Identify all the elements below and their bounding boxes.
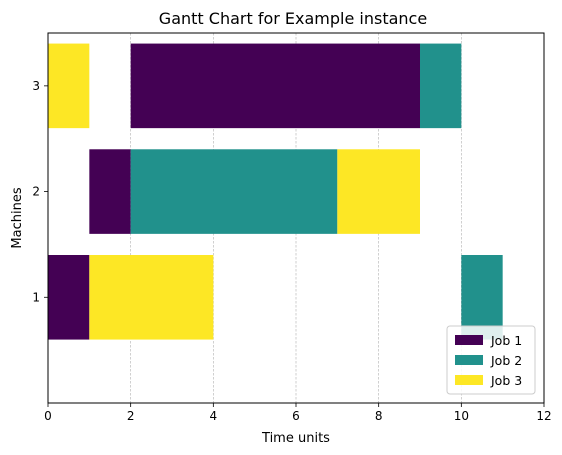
legend-label: Job 3 [490, 373, 522, 388]
bars [48, 43, 503, 340]
legend-label: Job 2 [490, 353, 522, 368]
bar-job-3-machine-2 [337, 149, 420, 234]
y-axis-ticks: 1 2 3 [32, 79, 48, 304]
x-tick-label: 6 [292, 409, 300, 423]
y-tick-label: 1 [32, 290, 40, 304]
legend-swatch [455, 355, 483, 365]
x-axis-label: Time units [261, 431, 330, 446]
legend-swatch [455, 375, 483, 385]
x-tick-label: 2 [127, 409, 135, 423]
bar-job-3-machine-3 [48, 43, 90, 129]
x-tick-label: 4 [210, 409, 218, 423]
legend-label: Job 1 [490, 333, 522, 348]
bar-job-3-machine-1 [89, 255, 214, 340]
bar-job-2-machine-3 [420, 43, 462, 129]
x-tick-label: 10 [454, 409, 469, 423]
x-axis-ticks: 0 2 4 6 8 10 12 [44, 403, 552, 423]
y-axis-label: Machines [10, 187, 25, 248]
bar-job-1-machine-1 [48, 255, 90, 340]
chart-title: Gantt Chart for Example instance [159, 9, 427, 28]
bar-job-2-machine-1 [461, 255, 503, 340]
bar-job-2-machine-2 [130, 149, 338, 234]
x-tick-label: 8 [375, 409, 383, 423]
x-tick-label: 12 [536, 409, 551, 423]
bar-job-1-machine-2 [89, 149, 131, 234]
legend: Job 1 Job 2 Job 3 [446, 325, 536, 395]
x-tick-label: 0 [44, 409, 52, 423]
y-tick-label: 3 [32, 79, 40, 93]
bar-job-1-machine-3 [130, 43, 420, 129]
y-tick-label: 2 [32, 185, 40, 199]
legend-swatch [455, 335, 483, 345]
